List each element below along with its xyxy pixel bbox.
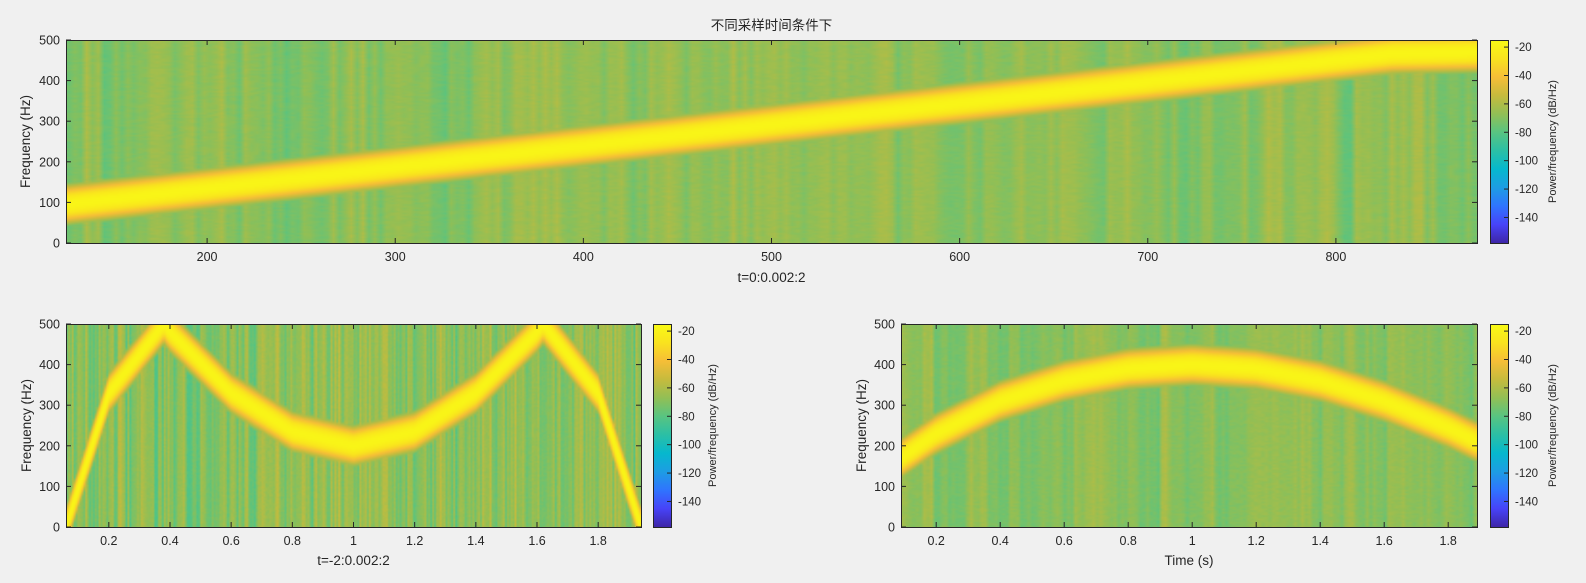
colorbar-label: Power/frequency (dB/Hz) (1547, 80, 1559, 203)
colorbar-tick-label: -20 (1515, 326, 1532, 338)
colorbar-tick-label: -140 (1515, 496, 1538, 508)
colorbar-tick-label: -40 (1515, 70, 1532, 82)
x-tick-label: 800 (1325, 250, 1346, 264)
colorbar-tick-label: -40 (678, 354, 695, 366)
colorbar-gradient (1490, 324, 1508, 527)
y-tick-label: 200 (39, 439, 60, 453)
y-tick-label: 0 (53, 521, 60, 535)
x-tick-label: 1.8 (1440, 534, 1457, 548)
spectrogram-image (901, 324, 1477, 527)
colorbar-gradient (653, 324, 671, 527)
y-tick-label: 400 (39, 74, 60, 88)
x-tick-label: 700 (1137, 250, 1158, 264)
x-tick-label: 0.6 (1056, 534, 1073, 548)
colorbar-tick-label: -20 (678, 326, 695, 338)
colorbar-tick-label: -60 (678, 383, 695, 395)
colorbar: -20 -40 -60 -80 -100 -120 -140 Power/frequency … (1490, 324, 1559, 528)
x-tick-label: 0.8 (1120, 534, 1137, 548)
x-tick-label: 0.4 (161, 534, 178, 548)
x-tick-label: 0.6 (222, 534, 239, 548)
y-tick-label: 300 (39, 115, 60, 129)
colorbar-tick-label: -100 (678, 440, 701, 452)
x-tick-label: 1 (1189, 534, 1196, 548)
spectrogram-image (66, 324, 641, 527)
colorbar-tick-label: -100 (1515, 156, 1538, 168)
x-tick-label: 200 (197, 250, 218, 264)
y-tick-label: 100 (39, 196, 60, 210)
colorbar-gradient (1490, 40, 1508, 243)
x-tick-label: 1 (350, 534, 357, 548)
y-tick-label: 0 (888, 521, 895, 535)
x-tick-label: 0.4 (992, 534, 1009, 548)
x-axis-label: t=0:0.002:2 (738, 270, 806, 285)
colorbar: -20 -40 -60 -80 -100 -120 -140 Power/frequency … (1490, 40, 1559, 244)
colorbar-label: Power/frequency (dB/Hz) (1547, 364, 1559, 487)
x-tick-label: 600 (949, 250, 970, 264)
subplot-bottom-right: 0.2 0.4 0.6 0.8 1 1.2 1.4 1.6 1.8 0 100 200 300 400 50… (854, 318, 1559, 569)
x-tick-label: 0.8 (284, 534, 301, 548)
subplot-top: 200 300 400 500 600 700 800 0 100 200 300 400 500 不同采… (18, 17, 1559, 285)
y-tick-label: 0 (53, 237, 60, 251)
x-tick-label: 1.4 (1312, 534, 1329, 548)
x-tick-label: 0.2 (928, 534, 945, 548)
colorbar-tick-label: -60 (1515, 99, 1532, 111)
y-tick-label: 400 (874, 358, 895, 372)
y-axis-label: Frequency (Hz) (854, 379, 869, 472)
y-tick-label: 200 (39, 155, 60, 169)
colorbar-tick-label: -80 (678, 411, 695, 423)
x-tick-label: 1.6 (528, 534, 545, 548)
axes-box (901, 324, 1478, 528)
colorbar-tick-label: -120 (678, 468, 701, 480)
colorbar-tick-label: -140 (1515, 212, 1538, 224)
colorbar-tick-label: -140 (678, 496, 701, 508)
y-tick-label: 300 (39, 399, 60, 413)
y-tick-label: 500 (874, 318, 895, 332)
y-axis-label: Frequency (Hz) (19, 379, 34, 472)
x-tick-label: 500 (761, 250, 782, 264)
y-tick-label: 200 (874, 439, 895, 453)
y-tick-label: 100 (874, 480, 895, 494)
x-tick-label: 1.2 (406, 534, 423, 548)
x-tick-label: 0.2 (100, 534, 117, 548)
subplot-bottom-left: 0.2 0.4 0.6 0.8 1 1.2 1.4 1.6 1.8 0 100 200 300 400 50… (19, 318, 719, 569)
colorbar-tick-label: -60 (1515, 383, 1532, 395)
colorbar-box (1490, 324, 1509, 528)
colorbar-tick-label: -120 (1515, 184, 1538, 196)
colorbar-label: Power/frequency (dB/Hz) (707, 364, 719, 487)
colorbar-box (1490, 40, 1509, 244)
x-tick-label: 1.4 (467, 534, 484, 548)
x-axis-label: t=-2:0.002:2 (317, 553, 389, 568)
colorbar-tick-label: -20 (1515, 42, 1532, 54)
x-tick-label: 1.6 (1376, 534, 1393, 548)
x-tick-label: 400 (573, 250, 594, 264)
colorbar-tick-label: -80 (1515, 411, 1532, 423)
y-tick-label: 500 (39, 34, 60, 48)
colorbar-tick-label: -120 (1515, 468, 1538, 480)
y-tick-label: 300 (874, 399, 895, 413)
colorbar-tick-label: -40 (1515, 354, 1532, 366)
x-tick-label: 300 (385, 250, 406, 264)
colorbar: -20 -40 -60 -80 -100 -120 -140 Power/frequency … (653, 324, 719, 528)
y-tick-label: 500 (39, 318, 60, 332)
y-tick-label: 400 (39, 358, 60, 372)
chart-title: 不同采样时间条件下 (711, 17, 833, 34)
colorbar-tick-label: -100 (1515, 440, 1538, 452)
y-axis-label: Frequency (Hz) (18, 95, 33, 188)
colorbar-box (653, 324, 672, 528)
y-tick-label: 100 (39, 480, 60, 494)
spectrogram-image (66, 40, 1477, 243)
x-tick-label: 1.2 (1248, 534, 1265, 548)
x-axis-label: Time (s) (1165, 553, 1214, 568)
colorbar-tick-label: -80 (1515, 127, 1532, 139)
x-tick-label: 1.8 (589, 534, 606, 548)
